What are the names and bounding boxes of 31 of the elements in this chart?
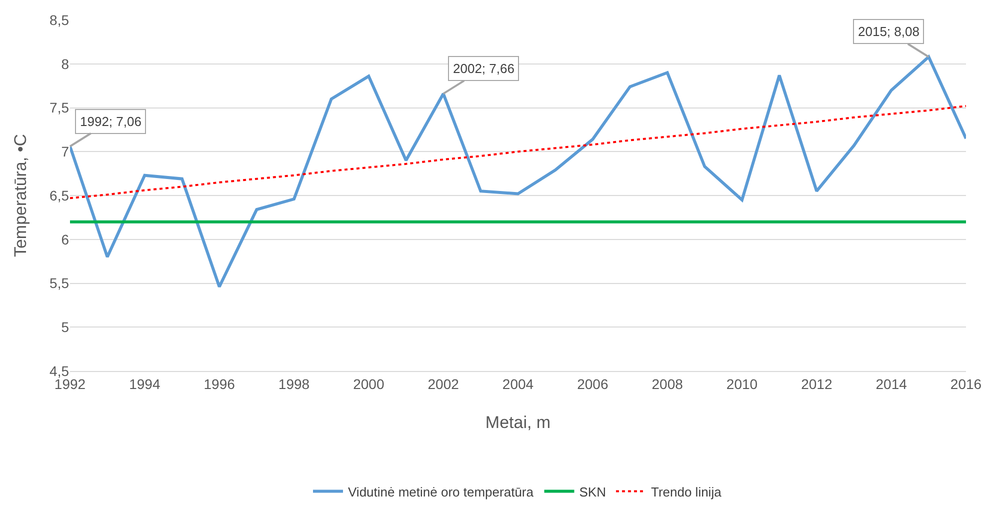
x-tick-label: 2014 bbox=[876, 376, 908, 392]
x-axis-title: Metai, m bbox=[485, 413, 551, 432]
x-tick-label: 2012 bbox=[801, 376, 832, 392]
x-tick-label: 1998 bbox=[278, 376, 310, 392]
annotation: 2002; 7,66 bbox=[453, 61, 514, 76]
x-tick-label: 2000 bbox=[353, 376, 384, 392]
line-series bbox=[70, 105, 966, 200]
x-tick-label: 2016 bbox=[950, 376, 982, 392]
x-tick-label: 1996 bbox=[204, 376, 236, 392]
x-tick-label: 2006 bbox=[577, 376, 608, 392]
x-tick-label: 2010 bbox=[726, 376, 758, 392]
x-tick-label: 1994 bbox=[129, 376, 160, 392]
y-tick-label: 7 bbox=[61, 144, 70, 160]
y-tick-label: 8,5 bbox=[50, 12, 70, 28]
y-tick-label: 4,5 bbox=[50, 362, 70, 379]
x-tick-label: 2002 bbox=[428, 376, 460, 392]
annotation: 1992; 7,06 bbox=[80, 114, 142, 129]
y-tick-label: 6 bbox=[61, 231, 70, 248]
y-axis-title: Temperatūra, •C bbox=[11, 134, 30, 258]
annotation: 2015; 8,08 bbox=[858, 24, 920, 39]
x-tick-label: 2008 bbox=[652, 376, 684, 392]
legend-label: Trendo linija bbox=[650, 484, 722, 500]
x-tick-label: 2004 bbox=[502, 376, 534, 392]
legend-label: SKN bbox=[579, 484, 606, 500]
legend-label: Vidutinė metinė oro temperatūra bbox=[348, 484, 534, 500]
y-tick-label: 5,5 bbox=[50, 275, 70, 292]
y-tick-label: 6,5 bbox=[50, 187, 70, 204]
y-tick-label: 7,5 bbox=[50, 100, 70, 116]
y-tick-label: 8 bbox=[61, 56, 70, 72]
line-series bbox=[70, 55, 966, 288]
y-tick-label: 5 bbox=[61, 319, 70, 336]
